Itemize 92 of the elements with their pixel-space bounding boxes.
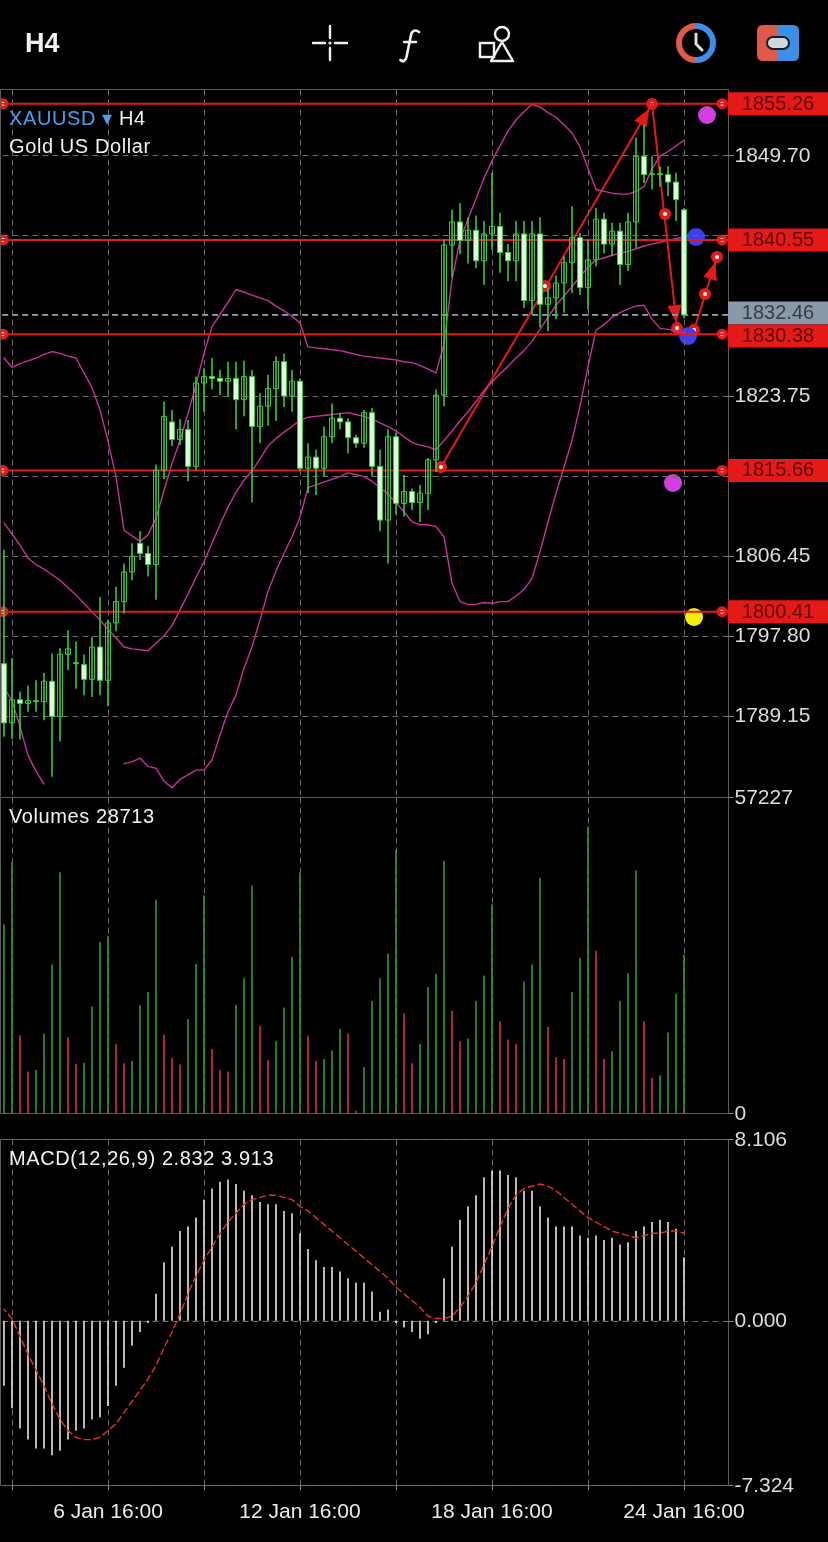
text: Gold US Dollar — [9, 134, 151, 158]
candlestick — [569, 205, 575, 294]
candlestick — [441, 238, 447, 407]
candlestick — [633, 136, 639, 249]
candlestick — [73, 640, 79, 690]
candlestick — [449, 209, 455, 279]
candlestick — [265, 373, 271, 427]
y-tick-label: 1806.45 — [734, 543, 811, 567]
candlestick — [273, 355, 279, 422]
text: H4 — [25, 27, 60, 59]
candlestick — [153, 463, 159, 601]
candlestick — [65, 629, 71, 671]
candlestick — [241, 360, 247, 418]
x-tick-label: 18 Jan 16:00 — [431, 1498, 553, 1522]
candlestick — [209, 357, 215, 391]
candlestick — [257, 392, 263, 445]
candlestick — [129, 542, 135, 582]
candlestick — [489, 172, 495, 251]
candlestick — [305, 442, 311, 495]
candlestick — [121, 562, 127, 615]
ref-line-label: 1830.38 — [741, 324, 815, 347]
candlestick — [345, 417, 351, 455]
chart-title: Volumes 28713 — [9, 804, 155, 828]
candlestick — [17, 690, 23, 741]
y-tick-label: 0 — [734, 1100, 747, 1124]
y-tick-label: 1849.70 — [734, 142, 811, 166]
y-tick-label: 8.106 — [734, 1126, 788, 1150]
candlestick — [561, 255, 567, 314]
candlestick — [465, 216, 471, 265]
candlestick — [161, 400, 167, 481]
candlestick — [57, 647, 63, 743]
ref-line-label: 1800.41 — [741, 599, 815, 622]
x-tick-label: 24 Jan 16:00 — [623, 1498, 745, 1522]
candlestick — [609, 222, 615, 257]
candlestick — [201, 367, 207, 413]
candlestick — [137, 530, 143, 561]
candlestick — [513, 220, 519, 282]
candlestick — [553, 274, 559, 320]
candlestick — [105, 619, 111, 708]
text: XAUUSD ▾ H4 — [9, 107, 146, 129]
x-tick-label: 12 Jan 16:00 — [239, 1498, 361, 1522]
candlestick — [545, 286, 551, 332]
candlestick — [385, 428, 391, 565]
candlestick — [585, 238, 591, 311]
candlestick — [481, 220, 487, 286]
candlestick — [673, 172, 679, 222]
candlestick — [641, 123, 647, 184]
ref-line-label: 1832.46 — [741, 301, 815, 324]
candlestick — [233, 360, 239, 431]
candlestick — [505, 243, 511, 282]
candlestick — [657, 165, 663, 188]
ref-line-label: 1815.66 — [741, 458, 815, 481]
candlestick — [33, 679, 39, 713]
y-tick-label: 0.000 — [734, 1308, 788, 1332]
candlestick — [81, 653, 87, 696]
y-tick-label: -7.324 — [734, 1472, 795, 1496]
candlestick — [425, 457, 431, 511]
candlestick — [457, 202, 463, 256]
candlestick — [433, 388, 439, 473]
candlestick — [649, 155, 655, 191]
candlestick — [289, 369, 295, 413]
candlestick — [41, 672, 47, 721]
candlestick — [361, 409, 367, 449]
y-tick-label: 1797.80 — [734, 623, 811, 647]
candlestick — [217, 369, 223, 396]
candlestick — [89, 635, 95, 698]
candlestick — [9, 657, 15, 740]
candlestick — [225, 360, 231, 398]
candlestick — [321, 425, 327, 478]
candlestick — [145, 545, 151, 578]
candlestick — [401, 473, 407, 518]
y-tick-label: 57227 — [734, 784, 793, 808]
candlestick — [313, 448, 319, 496]
candlestick — [409, 487, 415, 511]
candlestick — [113, 585, 119, 633]
candlestick — [169, 409, 175, 447]
candlestick — [25, 685, 31, 713]
candlestick — [625, 211, 631, 272]
x-tick-label: 6 Jan 16:00 — [53, 1498, 163, 1522]
y-tick-label: 1823.75 — [734, 383, 811, 407]
y-tick-label: 1789.15 — [734, 703, 811, 727]
candlestick — [329, 402, 335, 445]
line-series — [3, 1183, 685, 1441]
candlestick — [665, 165, 671, 197]
ref-line-label: 1855.26 — [741, 91, 815, 114]
candlestick — [193, 375, 199, 471]
candlestick — [593, 207, 599, 268]
chart-title: MACD(12,26,9) 2.832 3.913 — [9, 1146, 275, 1170]
candlestick — [417, 484, 423, 523]
ref-line-label: 1840.55 — [741, 227, 815, 250]
candlestick — [529, 220, 535, 316]
candlestick — [177, 418, 183, 446]
